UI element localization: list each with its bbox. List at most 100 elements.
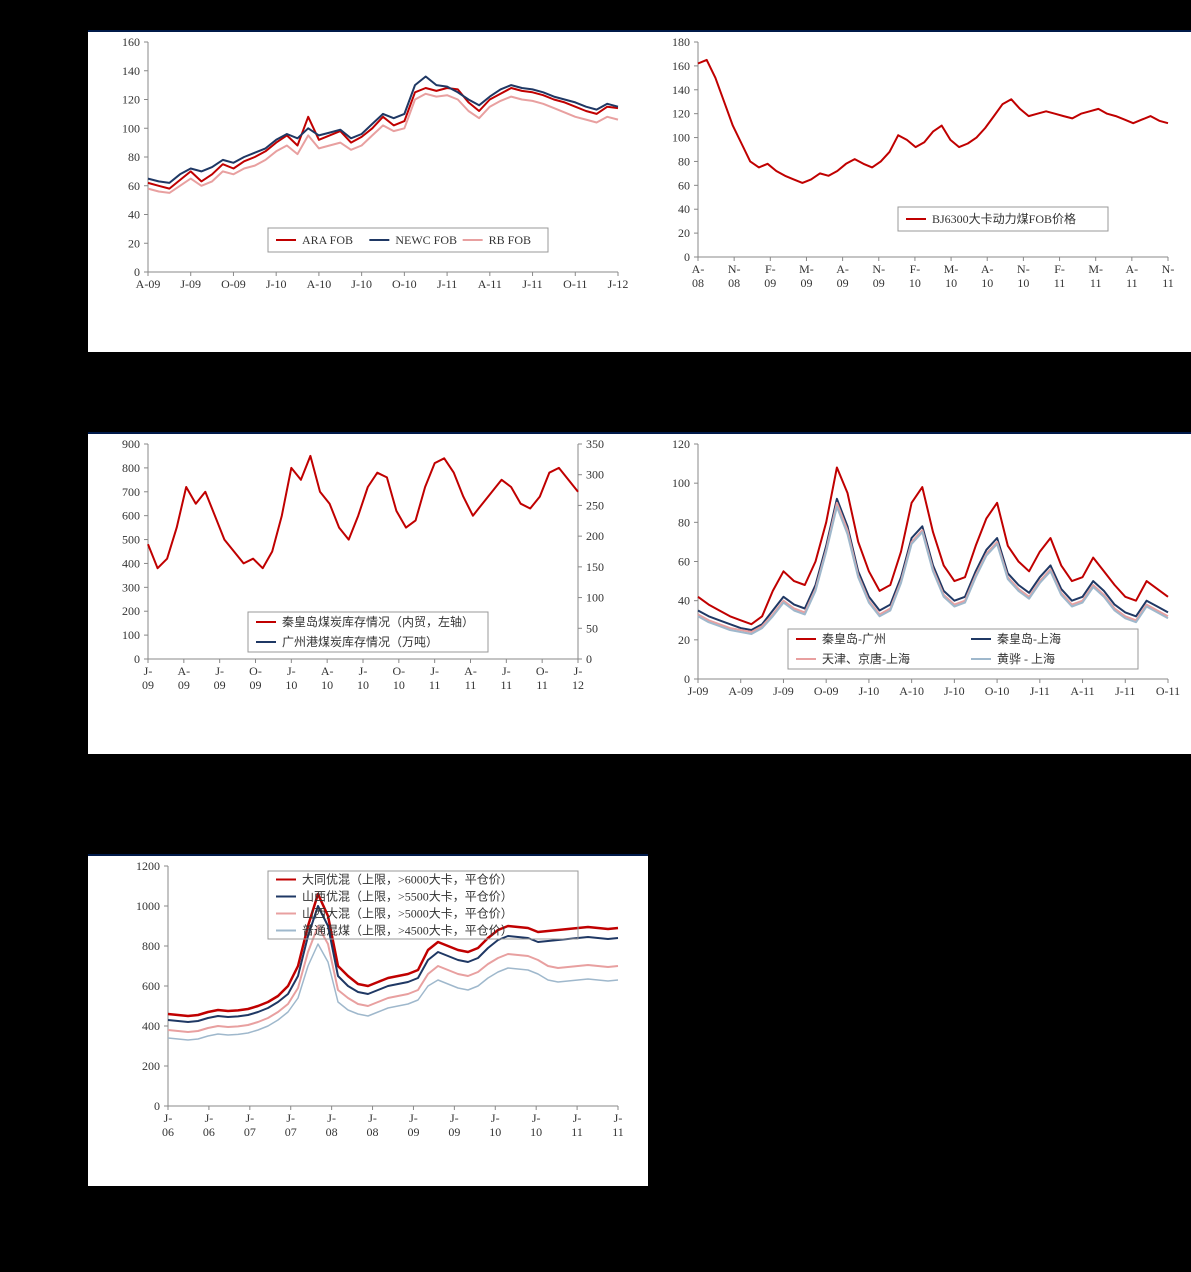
svg-text:200: 200 [142,1059,160,1073]
svg-text:N-: N- [872,262,885,276]
svg-text:O-: O- [536,664,549,678]
svg-text:BJ6300大卡动力煤FOB价格: BJ6300大卡动力煤FOB价格 [932,211,1076,226]
chart-5-svg: 020040060080010001200J-06J-06J-07J-07J-0… [88,856,648,1186]
svg-text:0: 0 [134,652,140,666]
svg-text:80: 80 [678,154,690,168]
svg-text:1000: 1000 [136,899,160,913]
svg-text:06: 06 [162,1125,174,1139]
chart-2-svg: 020406080100120140160180A-08N-08F-09M-09… [648,32,1191,352]
svg-text:J-: J- [287,664,296,678]
svg-text:J-: J- [502,664,511,678]
svg-text:10: 10 [945,276,957,290]
svg-text:11: 11 [1090,276,1102,290]
svg-text:09: 09 [764,276,776,290]
svg-text:A-: A- [836,262,849,276]
svg-text:10: 10 [321,678,333,692]
svg-text:大同优混（上限，>6000大卡，平仓价）: 大同优混（上限，>6000大卡，平仓价） [302,873,513,887]
svg-text:10: 10 [530,1125,542,1139]
svg-text:800: 800 [122,461,140,475]
chart-1-svg: 020406080100120140160A-09J-09O-09J-10A-1… [88,32,648,352]
svg-text:10: 10 [285,678,297,692]
svg-text:秦皇岛-广州: 秦皇岛-广州 [822,631,886,646]
row-3: 020040060080010001200J-06J-06J-07J-07J-0… [88,854,1191,1186]
black-gap-2 [0,754,1191,854]
svg-text:06: 06 [203,1125,215,1139]
svg-text:09: 09 [142,678,154,692]
svg-text:M-: M- [1088,262,1103,276]
svg-text:09: 09 [800,276,812,290]
svg-text:J-11: J-11 [522,277,542,291]
svg-text:N-: N- [728,262,741,276]
svg-text:0: 0 [684,250,690,264]
svg-text:11: 11 [429,678,441,692]
svg-text:10: 10 [393,678,405,692]
svg-text:100: 100 [122,628,140,642]
svg-text:09: 09 [837,276,849,290]
row-2: 0100200300400500600700800900050100150200… [88,432,1191,754]
chart-5-panel: 020040060080010001200J-06J-06J-07J-07J-0… [88,854,648,1186]
svg-text:600: 600 [122,509,140,523]
svg-text:120: 120 [672,437,690,451]
svg-text:J-09: J-09 [688,684,709,698]
svg-text:11: 11 [1162,276,1174,290]
svg-text:10: 10 [981,276,993,290]
svg-text:O-10: O-10 [392,277,417,291]
svg-text:400: 400 [142,1019,160,1033]
svg-text:A-: A- [321,664,334,678]
svg-text:O-: O- [249,664,262,678]
svg-text:A-: A- [177,664,190,678]
svg-text:11: 11 [1054,276,1066,290]
svg-text:11: 11 [536,678,548,692]
svg-text:140: 140 [122,64,140,78]
svg-text:J-: J- [164,1111,173,1125]
svg-text:O-11: O-11 [563,277,587,291]
svg-text:A-10: A-10 [307,277,332,291]
svg-text:300: 300 [586,468,604,482]
svg-text:10: 10 [909,276,921,290]
svg-text:250: 250 [586,498,604,512]
svg-text:F-: F- [765,262,776,276]
svg-text:J-: J- [368,1111,377,1125]
chart-3-svg: 0100200300400500600700800900050100150200… [88,434,648,754]
svg-text:N-: N- [1162,262,1175,276]
svg-text:08: 08 [728,276,740,290]
svg-text:09: 09 [178,678,190,692]
svg-text:120: 120 [122,93,140,107]
svg-text:A-: A- [692,262,705,276]
svg-text:40: 40 [128,208,140,222]
svg-text:200: 200 [122,604,140,618]
svg-text:60: 60 [128,179,140,193]
svg-text:J-12: J-12 [608,277,629,291]
svg-text:08: 08 [326,1125,338,1139]
svg-text:M-: M- [944,262,959,276]
svg-text:秦皇岛煤炭库存情况（内贸，左轴）: 秦皇岛煤炭库存情况（内贸，左轴） [282,614,474,629]
chart-4-panel: 020406080100120J-09A-09J-09O-09J-10A-10J… [648,432,1191,754]
svg-text:120: 120 [672,107,690,121]
svg-text:160: 160 [672,59,690,73]
black-gap-3 [0,1186,1191,1272]
svg-text:1200: 1200 [136,859,160,873]
svg-text:J-: J- [245,1111,254,1125]
svg-text:J-09: J-09 [180,277,201,291]
svg-text:11: 11 [571,1125,583,1139]
svg-text:J-: J- [327,1111,336,1125]
svg-text:普通混煤（上限，>4500大卡，平仓价）: 普通混煤（上限，>4500大卡，平仓价） [302,924,513,938]
svg-text:11: 11 [501,678,513,692]
svg-text:J-: J- [573,1111,582,1125]
svg-text:J-: J- [205,1111,214,1125]
svg-text:100: 100 [586,591,604,605]
svg-text:400: 400 [122,556,140,570]
svg-text:黄骅 - 上海: 黄骅 - 上海 [997,651,1055,666]
svg-text:07: 07 [244,1125,256,1139]
svg-text:20: 20 [678,633,690,647]
svg-text:10: 10 [489,1125,501,1139]
svg-text:J-: J- [532,1111,541,1125]
svg-text:150: 150 [586,560,604,574]
svg-text:A-09: A-09 [136,277,161,291]
svg-text:NEWC FOB: NEWC FOB [395,233,457,247]
svg-text:J-: J- [215,664,224,678]
svg-text:A-: A- [1126,262,1139,276]
svg-text:09: 09 [448,1125,460,1139]
svg-text:900: 900 [122,437,140,451]
chart-1-panel: 020406080100120140160A-09J-09O-09J-10A-1… [88,30,648,352]
